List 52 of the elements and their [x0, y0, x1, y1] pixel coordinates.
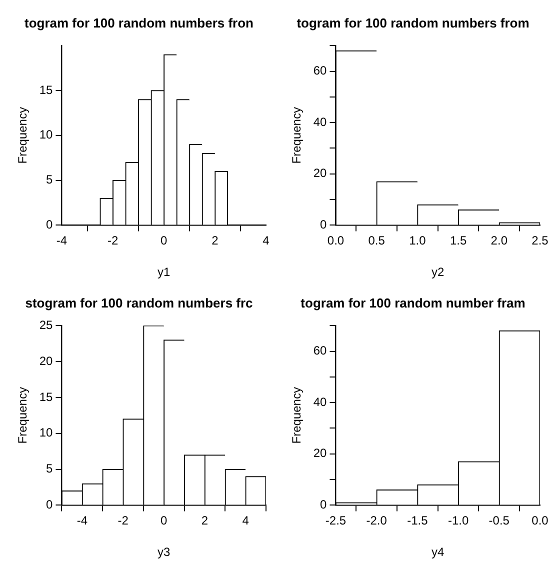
y-tick-label: 15	[39, 82, 54, 97]
x-tick-label: -2.5	[325, 514, 346, 528]
y-tick-label: 10	[39, 426, 54, 440]
y-tick-label: 60	[313, 64, 328, 78]
x-tick-label: 4	[242, 514, 250, 528]
y-tick-label: 40	[313, 394, 328, 409]
x-tick-label: 0	[160, 234, 168, 248]
y-tick-label: 20	[313, 446, 328, 460]
x-tick-label: 2	[212, 234, 219, 248]
x-tick-label: 4	[262, 234, 270, 248]
x-tick-label: 2.5	[532, 234, 549, 248]
y-axis-title: Frequency	[16, 107, 30, 164]
y-tick-label: 25	[39, 318, 54, 332]
x-tick-label: 1.5	[450, 234, 467, 248]
x-tick-label: 0.0	[532, 514, 549, 528]
y-tick-label: 5	[46, 462, 54, 476]
x-tick-label: -1.0	[448, 514, 469, 528]
y-tick-label: 15	[39, 390, 54, 404]
y-tick-label: 10	[39, 128, 54, 142]
x-tick-label: -2	[107, 234, 118, 248]
y-tick-label: 0	[320, 498, 328, 512]
y-tick-label: 20	[313, 166, 328, 180]
x-tick-label: -4	[76, 514, 88, 528]
x-axis-title: y3	[158, 545, 171, 560]
x-tick-label: 2.0	[490, 234, 508, 248]
chart-title: togram for 100 random numbers from	[296, 15, 530, 30]
y-tick-label: 20	[39, 354, 54, 368]
x-tick-label: 0.5	[368, 234, 386, 248]
x-axis-title: y2	[432, 265, 445, 280]
y-tick-label: 40	[313, 114, 328, 129]
x-axis-title: y4	[432, 545, 445, 560]
y-tick-label: 5	[46, 172, 54, 187]
x-tick-label: 0.0	[327, 234, 344, 248]
x-tick-label: -0.5	[488, 514, 510, 528]
x-tick-label: 1.0	[409, 234, 426, 248]
y-tick-label: 60	[313, 344, 328, 358]
x-tick-label: 0	[160, 514, 168, 528]
x-tick-label: -1.5	[407, 514, 428, 528]
y-tick-label: 0	[46, 218, 54, 232]
y-tick-label: 0	[320, 218, 328, 232]
x-tick-label: -2.0	[366, 514, 388, 528]
x-tick-label: 2	[201, 514, 208, 528]
x-tick-label: -2	[118, 514, 129, 528]
x-axis-title: y1	[158, 265, 171, 280]
x-tick-label: -4	[56, 234, 68, 248]
y-axis-title: Frequency	[290, 387, 304, 444]
chart-title: togram for 100 random numbers fron	[24, 15, 254, 30]
y-axis-title: Frequency	[290, 107, 304, 164]
chart-title: togram for 100 random number fram	[300, 295, 526, 310]
chart-title: stogram for 100 random numbers frc	[25, 295, 253, 310]
y-axis-title: Frequency	[16, 387, 30, 444]
y-tick-label: 0	[46, 498, 54, 512]
